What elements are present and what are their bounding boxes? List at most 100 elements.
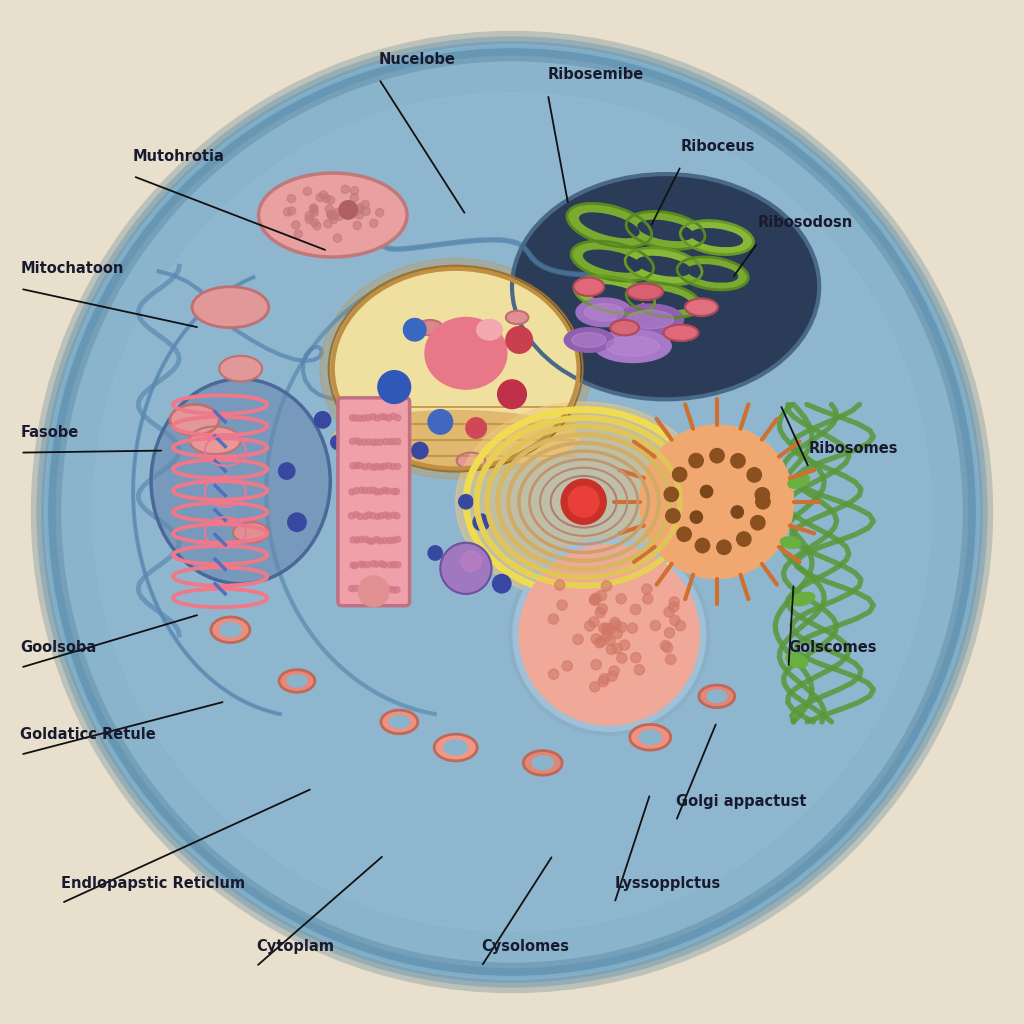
- Ellipse shape: [688, 265, 737, 282]
- Circle shape: [605, 624, 615, 634]
- Ellipse shape: [680, 220, 754, 255]
- Circle shape: [382, 414, 388, 420]
- Ellipse shape: [434, 734, 477, 761]
- Circle shape: [382, 538, 388, 544]
- Circle shape: [288, 195, 296, 203]
- Text: Ribosomes: Ribosomes: [809, 440, 898, 456]
- Circle shape: [352, 562, 358, 568]
- Circle shape: [390, 587, 396, 593]
- Circle shape: [352, 415, 358, 421]
- Circle shape: [403, 318, 426, 341]
- Circle shape: [390, 438, 396, 444]
- Ellipse shape: [575, 298, 632, 327]
- Circle shape: [585, 621, 595, 631]
- Circle shape: [362, 487, 369, 494]
- Circle shape: [361, 464, 376, 478]
- Circle shape: [689, 454, 703, 468]
- Circle shape: [394, 587, 400, 593]
- Circle shape: [329, 212, 337, 220]
- Ellipse shape: [587, 285, 642, 305]
- Circle shape: [609, 617, 620, 628]
- Circle shape: [294, 229, 302, 238]
- Circle shape: [362, 537, 369, 543]
- Ellipse shape: [626, 211, 706, 250]
- Circle shape: [756, 495, 770, 509]
- Circle shape: [736, 531, 751, 546]
- Circle shape: [509, 535, 710, 735]
- Circle shape: [312, 222, 321, 230]
- Circle shape: [379, 414, 385, 420]
- Circle shape: [382, 587, 388, 593]
- Text: Endlopapstic Reticlum: Endlopapstic Reticlum: [61, 876, 246, 891]
- Ellipse shape: [637, 256, 690, 276]
- Circle shape: [391, 561, 397, 567]
- Ellipse shape: [456, 401, 712, 602]
- Circle shape: [362, 207, 371, 215]
- Circle shape: [350, 562, 356, 568]
- Circle shape: [631, 652, 641, 663]
- Circle shape: [602, 623, 612, 633]
- Circle shape: [341, 185, 349, 194]
- Circle shape: [367, 538, 373, 544]
- Circle shape: [357, 537, 364, 543]
- Circle shape: [557, 600, 567, 610]
- Circle shape: [386, 415, 392, 421]
- Circle shape: [663, 642, 673, 652]
- Circle shape: [310, 209, 318, 217]
- Circle shape: [612, 629, 623, 639]
- Circle shape: [365, 561, 371, 567]
- Circle shape: [361, 201, 370, 209]
- Circle shape: [371, 487, 377, 494]
- Circle shape: [378, 371, 411, 403]
- Circle shape: [519, 545, 699, 725]
- Ellipse shape: [574, 275, 654, 314]
- Circle shape: [357, 513, 364, 519]
- Ellipse shape: [780, 537, 801, 549]
- Circle shape: [319, 190, 328, 199]
- Ellipse shape: [639, 730, 662, 744]
- Circle shape: [371, 464, 377, 470]
- Ellipse shape: [381, 711, 418, 733]
- Ellipse shape: [232, 522, 268, 543]
- Circle shape: [598, 677, 608, 687]
- Circle shape: [331, 435, 345, 450]
- Circle shape: [362, 586, 369, 592]
- Ellipse shape: [625, 248, 702, 285]
- Circle shape: [731, 506, 743, 518]
- Circle shape: [327, 210, 335, 218]
- Circle shape: [366, 587, 372, 593]
- Ellipse shape: [787, 474, 810, 488]
- Circle shape: [381, 562, 387, 568]
- Circle shape: [358, 487, 365, 494]
- Ellipse shape: [389, 716, 410, 728]
- Ellipse shape: [443, 740, 468, 755]
- Circle shape: [326, 205, 334, 213]
- Ellipse shape: [564, 328, 613, 352]
- Circle shape: [590, 594, 600, 604]
- Circle shape: [377, 439, 383, 445]
- Circle shape: [327, 196, 335, 204]
- Ellipse shape: [698, 685, 734, 708]
- Ellipse shape: [571, 241, 653, 282]
- Circle shape: [383, 512, 389, 518]
- Ellipse shape: [287, 675, 307, 687]
- Ellipse shape: [610, 319, 639, 335]
- Ellipse shape: [685, 299, 718, 315]
- Circle shape: [609, 666, 620, 676]
- Circle shape: [513, 539, 706, 731]
- Circle shape: [303, 187, 311, 196]
- Circle shape: [353, 463, 359, 469]
- Text: Lyssopplctus: Lyssopplctus: [614, 876, 721, 891]
- Circle shape: [309, 204, 317, 212]
- Ellipse shape: [523, 751, 562, 775]
- Ellipse shape: [571, 333, 606, 347]
- Circle shape: [642, 584, 652, 594]
- Circle shape: [640, 425, 794, 579]
- Circle shape: [748, 468, 762, 482]
- Text: Ribosodosn: Ribosodosn: [758, 215, 853, 230]
- Circle shape: [353, 512, 359, 518]
- Circle shape: [394, 513, 400, 519]
- Circle shape: [601, 632, 611, 642]
- Circle shape: [591, 634, 601, 644]
- Circle shape: [354, 206, 362, 214]
